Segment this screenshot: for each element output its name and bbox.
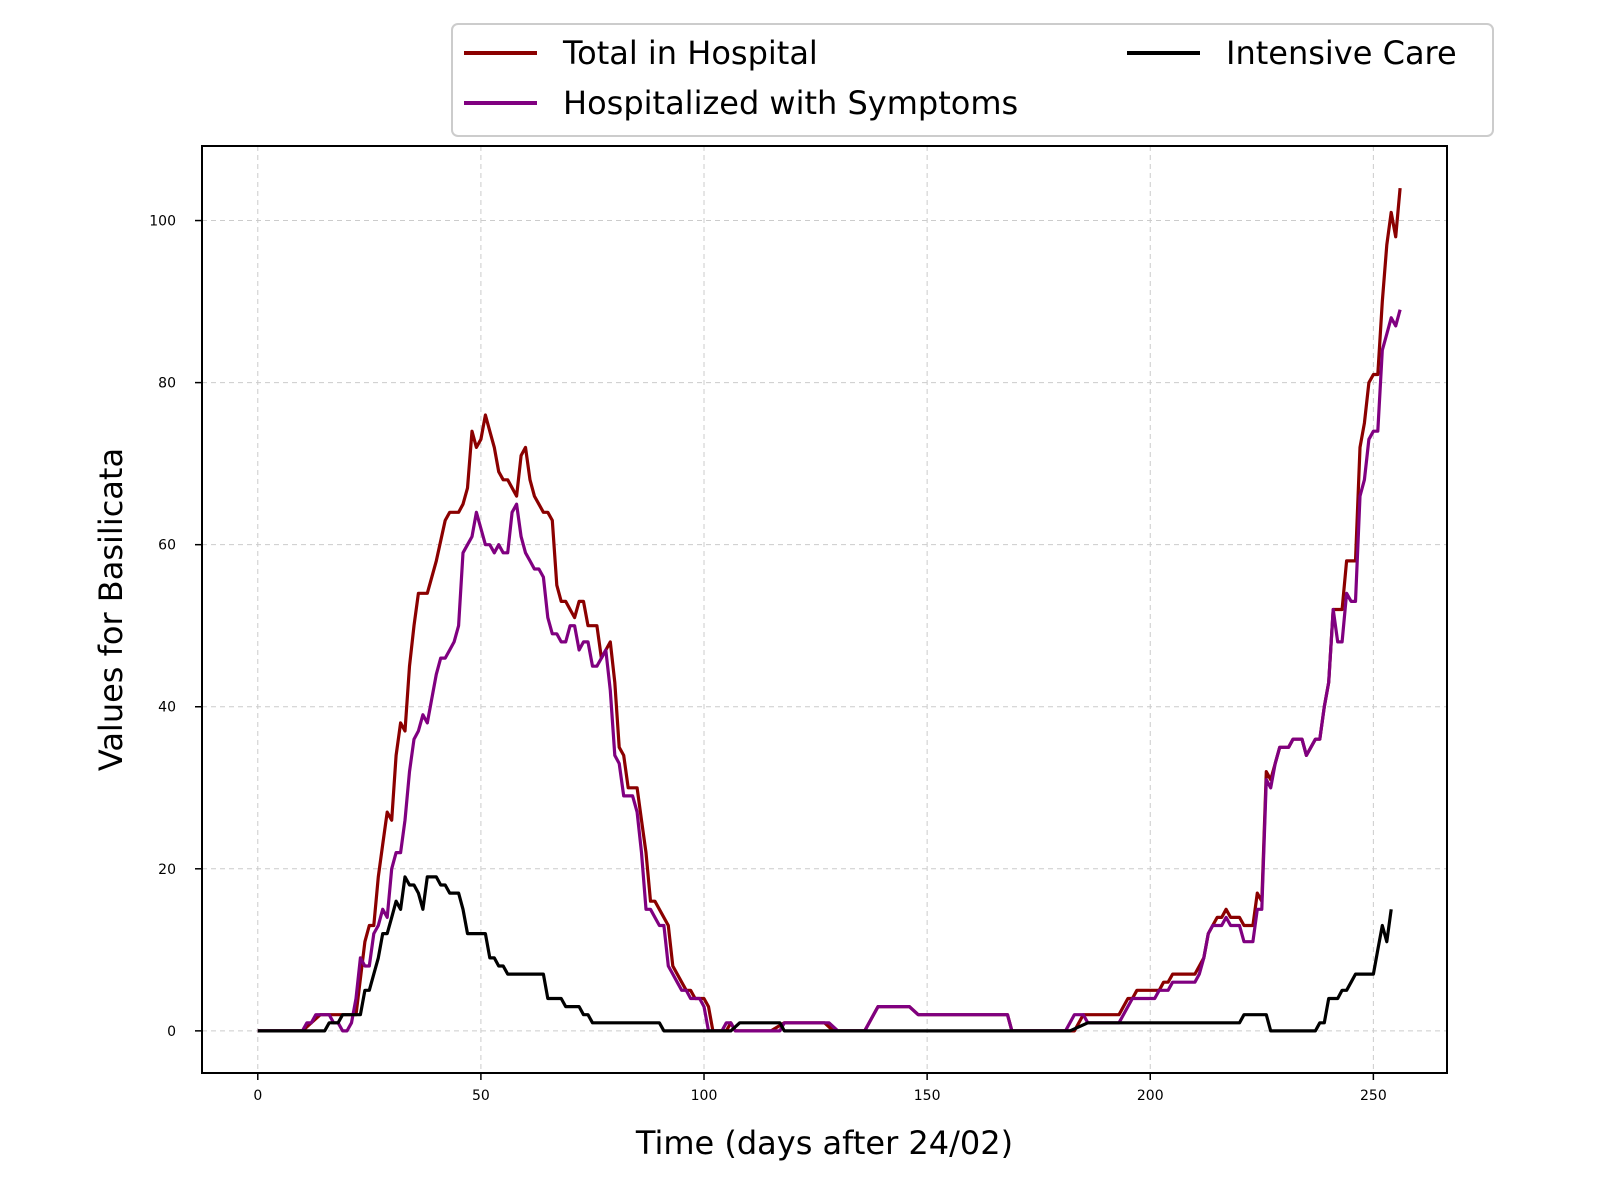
series-line-intensive-care [257,875,1393,1033]
y-tick-label: 0 [167,1024,176,1040]
y-tick-label: 80 [158,376,176,392]
legend: Total in Hospital Hospitalized with Symp… [451,23,1494,137]
y-tick-label: 20 [158,862,176,878]
legend-label-intensive-care: Intensive Care [1226,34,1457,72]
x-tick-label: 50 [472,1088,490,1104]
y-tick-label: 40 [158,700,176,716]
legend-box [451,23,1494,137]
legend-label-hospitalized-with-symptoms: Hospitalized with Symptoms [563,84,1018,122]
x-axis-label: Time (days after 24/02) [635,1124,1013,1162]
ticks: 0 50 100 150 200 250 0 20 40 60 80 100 [149,214,1386,1104]
x-tick-label: 200 [1137,1088,1164,1104]
y-tick-label: 100 [149,214,176,230]
y-tick-label: 60 [158,538,176,554]
series-line-hospitalized-with-symptoms [257,309,1402,1033]
x-tick-label: 150 [914,1088,941,1104]
x-tick-label: 0 [253,1088,262,1104]
legend-label-total-in-hospital: Total in Hospital [562,34,818,72]
x-tick-label: 100 [691,1088,718,1104]
x-tick-label: 250 [1360,1088,1387,1104]
plot-frame [201,145,1448,1074]
series-layer [257,187,1402,1033]
y-axis-label: Values for Basilicata [92,448,130,771]
